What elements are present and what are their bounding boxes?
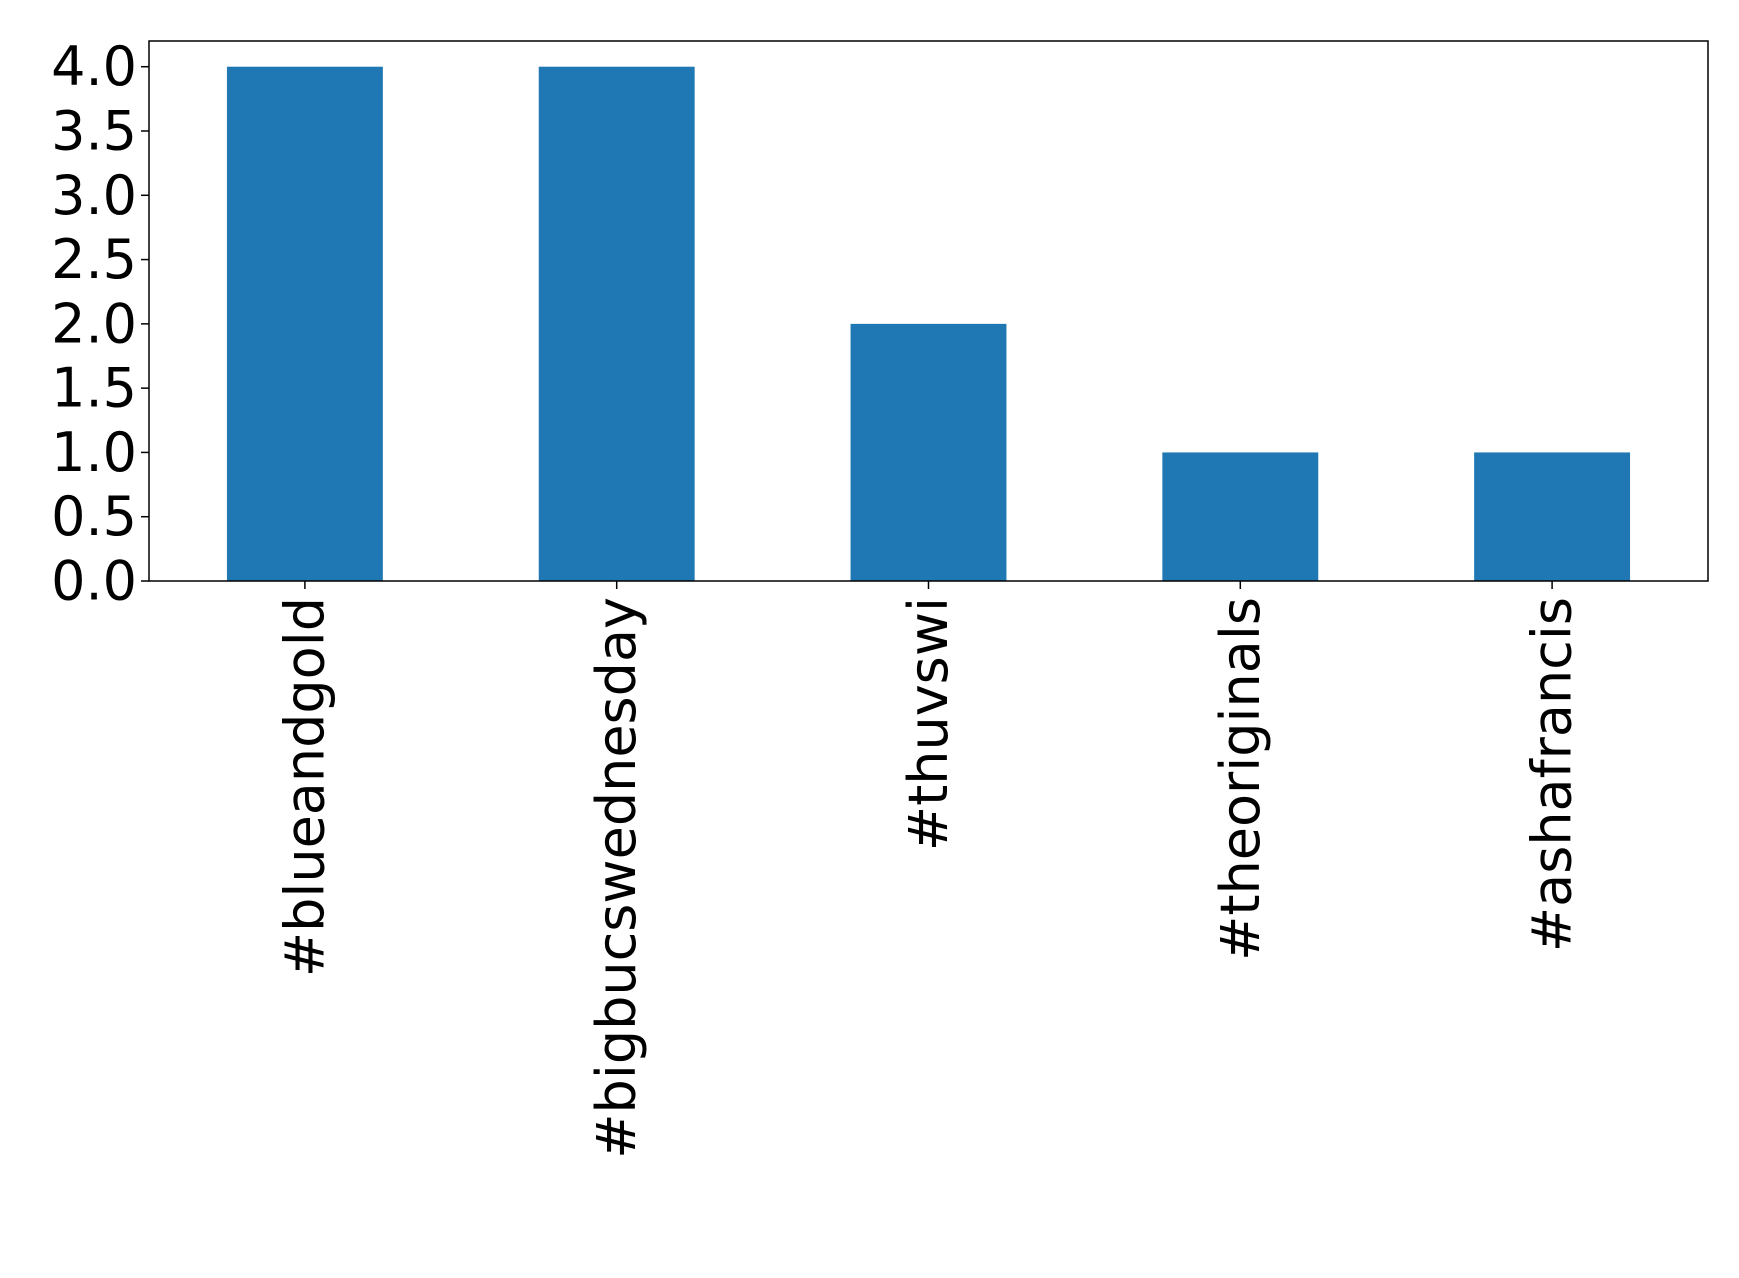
y-tick-label: 2.5 — [51, 228, 137, 291]
bar — [538, 66, 695, 581]
y-tick-label: 1.5 — [51, 357, 137, 420]
x-tick-label: #bigbucswednesday — [585, 597, 648, 1159]
bar — [850, 323, 1007, 581]
y-tick-label: 0.0 — [51, 550, 137, 613]
bar — [226, 66, 383, 581]
y-tick-label: 3.0 — [51, 164, 137, 227]
x-tick-label: #ashafrancis — [1521, 597, 1584, 952]
y-tick-label: 3.5 — [51, 100, 137, 163]
x-tick-label: #blueandgold — [273, 597, 336, 977]
x-tick-label: #theoriginals — [1209, 597, 1272, 961]
plot-frame — [148, 40, 1709, 582]
y-tick-label: 4.0 — [51, 35, 137, 98]
bar — [1162, 452, 1319, 581]
x-tick-label: #thuvswi — [897, 597, 960, 851]
y-tick-label: 1.0 — [51, 421, 137, 484]
y-tick-label: 0.5 — [51, 485, 137, 548]
bar — [1474, 452, 1631, 581]
y-tick-label: 2.0 — [51, 292, 137, 355]
